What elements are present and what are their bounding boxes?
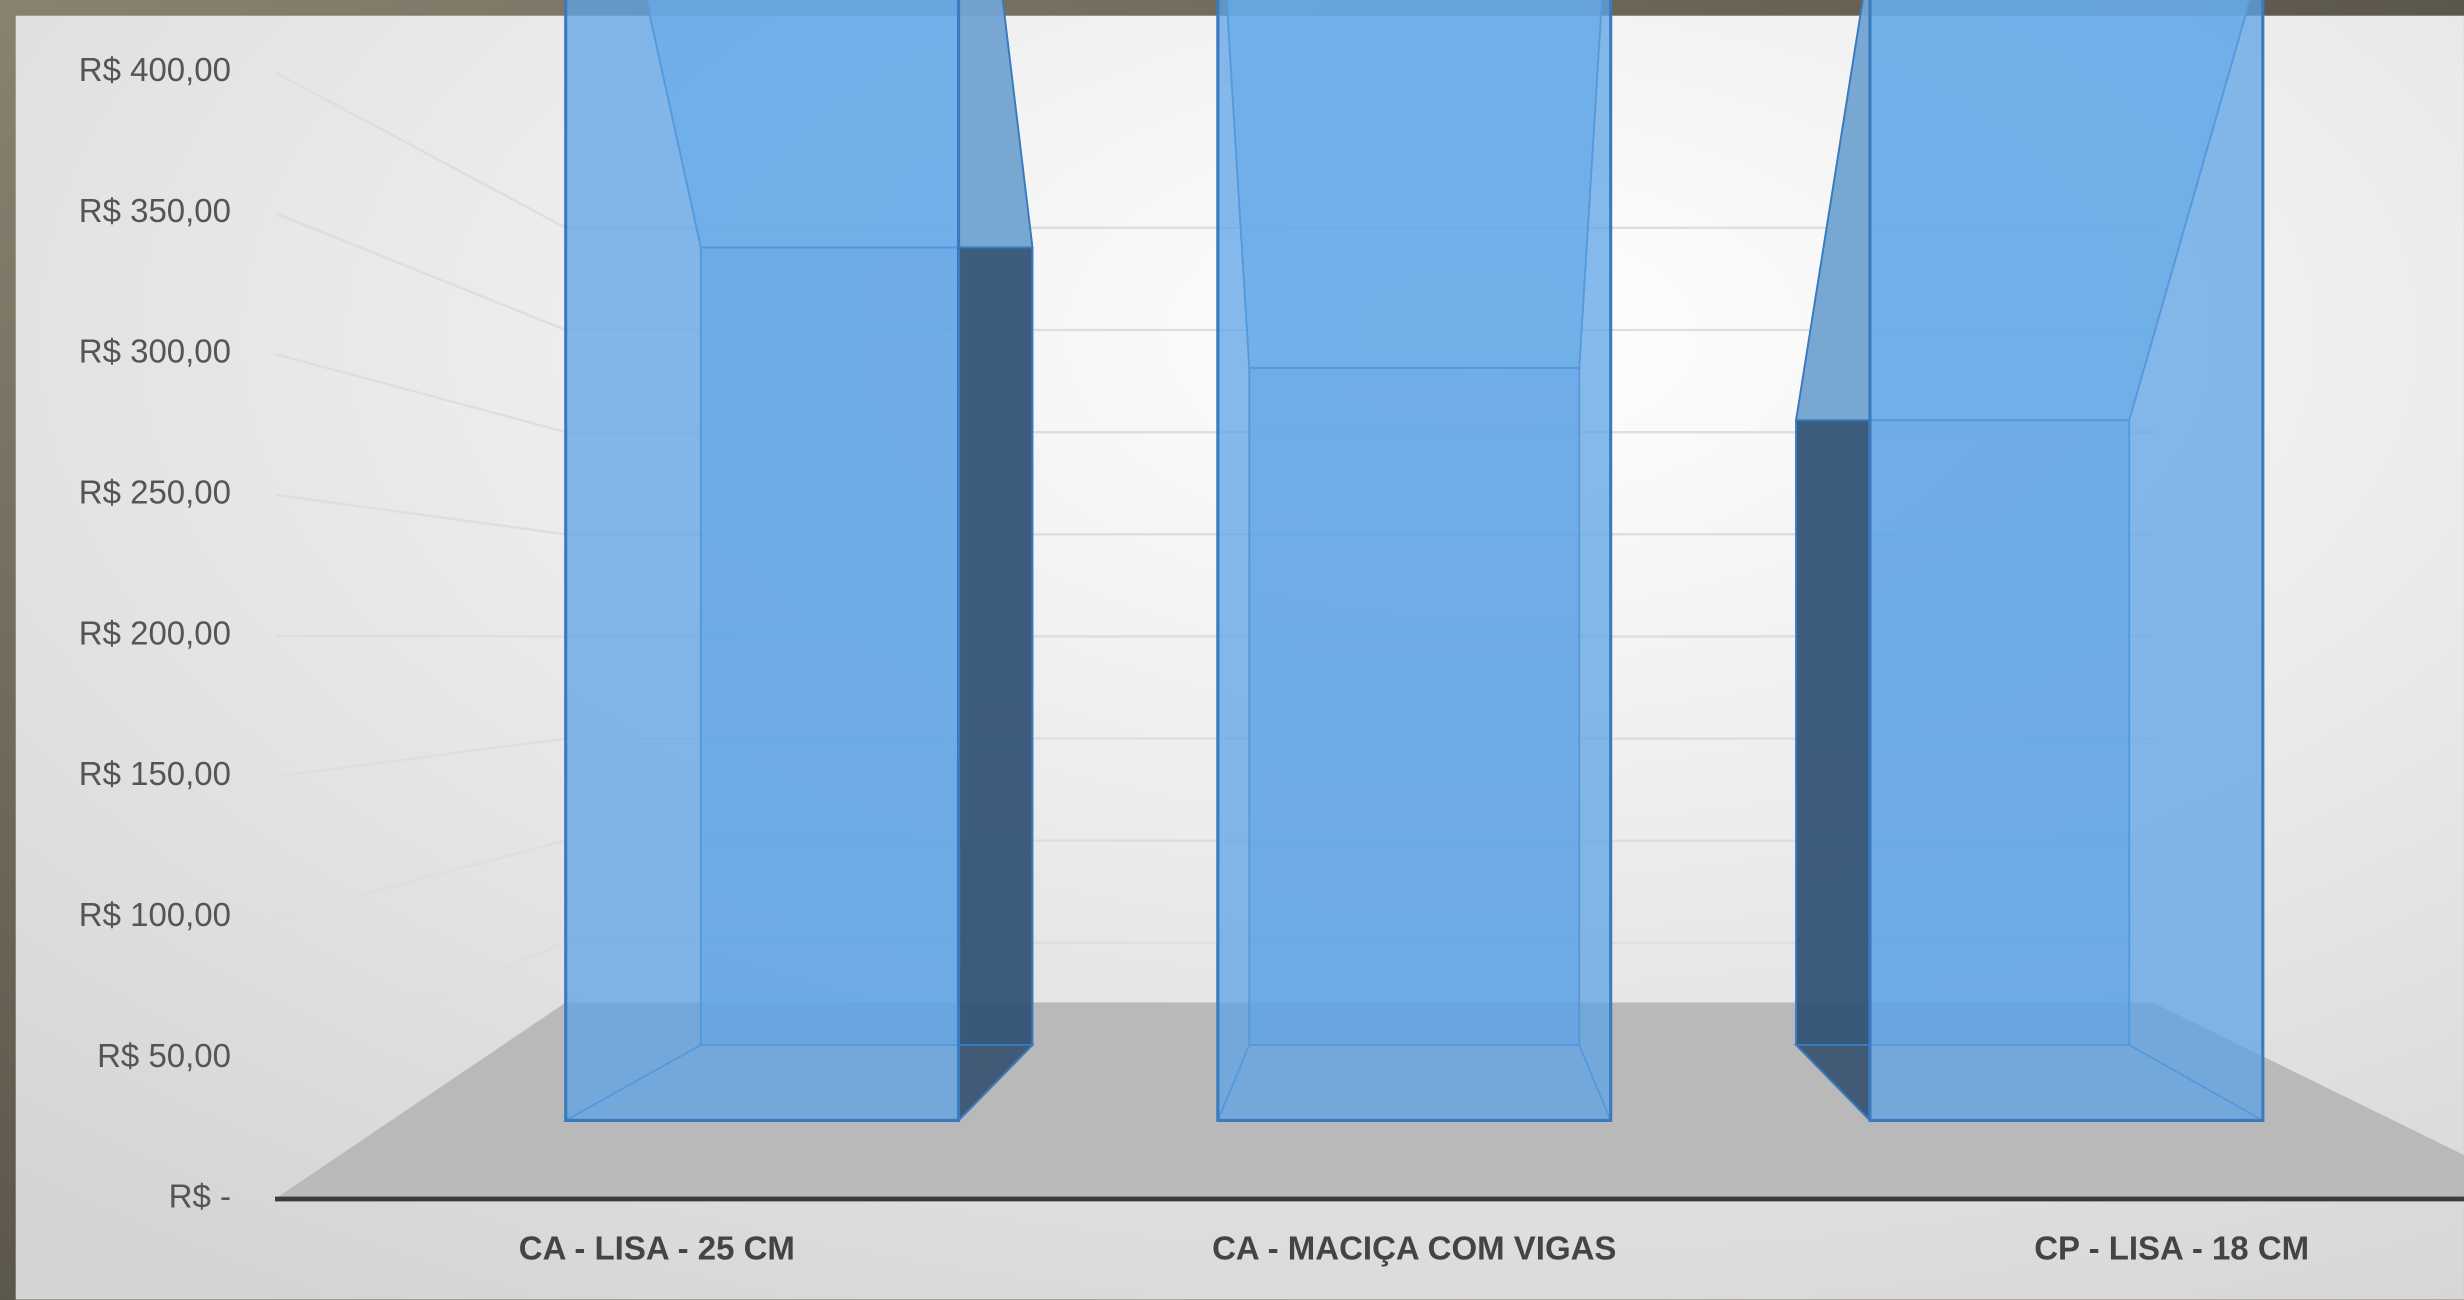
y-tick-label: R$ - — [169, 1178, 231, 1215]
x-tick-label: CA - LISA - 25 CM — [519, 1230, 795, 1267]
y-tick-label: R$ 400,00 — [79, 51, 231, 88]
y-tick-label: R$ 150,00 — [79, 755, 231, 792]
y-tick-label: R$ 100,00 — [79, 896, 231, 933]
chart-area: R$ - R$ 50,00 R$ 100,00 R$ 150,00 R$ 200,00 R… — [15, 0, 2464, 1300]
bar — [1868, 0, 2265, 1122]
y-tick-label: R$ 200,00 — [79, 614, 231, 651]
x-tick-label: CA - MACIÇA COM VIGAS — [1212, 1230, 1616, 1267]
bar — [564, 0, 961, 1122]
y-tick-label: R$ 350,00 — [79, 192, 231, 229]
y-tick-label: R$ 250,00 — [79, 474, 231, 511]
bar — [1216, 0, 1613, 1122]
y-tick-label: R$ 50,00 — [97, 1037, 231, 1074]
y-tick-label: R$ 300,00 — [79, 333, 231, 370]
x-tick-label: CP - LISA - 18 CM — [2034, 1230, 2309, 1267]
